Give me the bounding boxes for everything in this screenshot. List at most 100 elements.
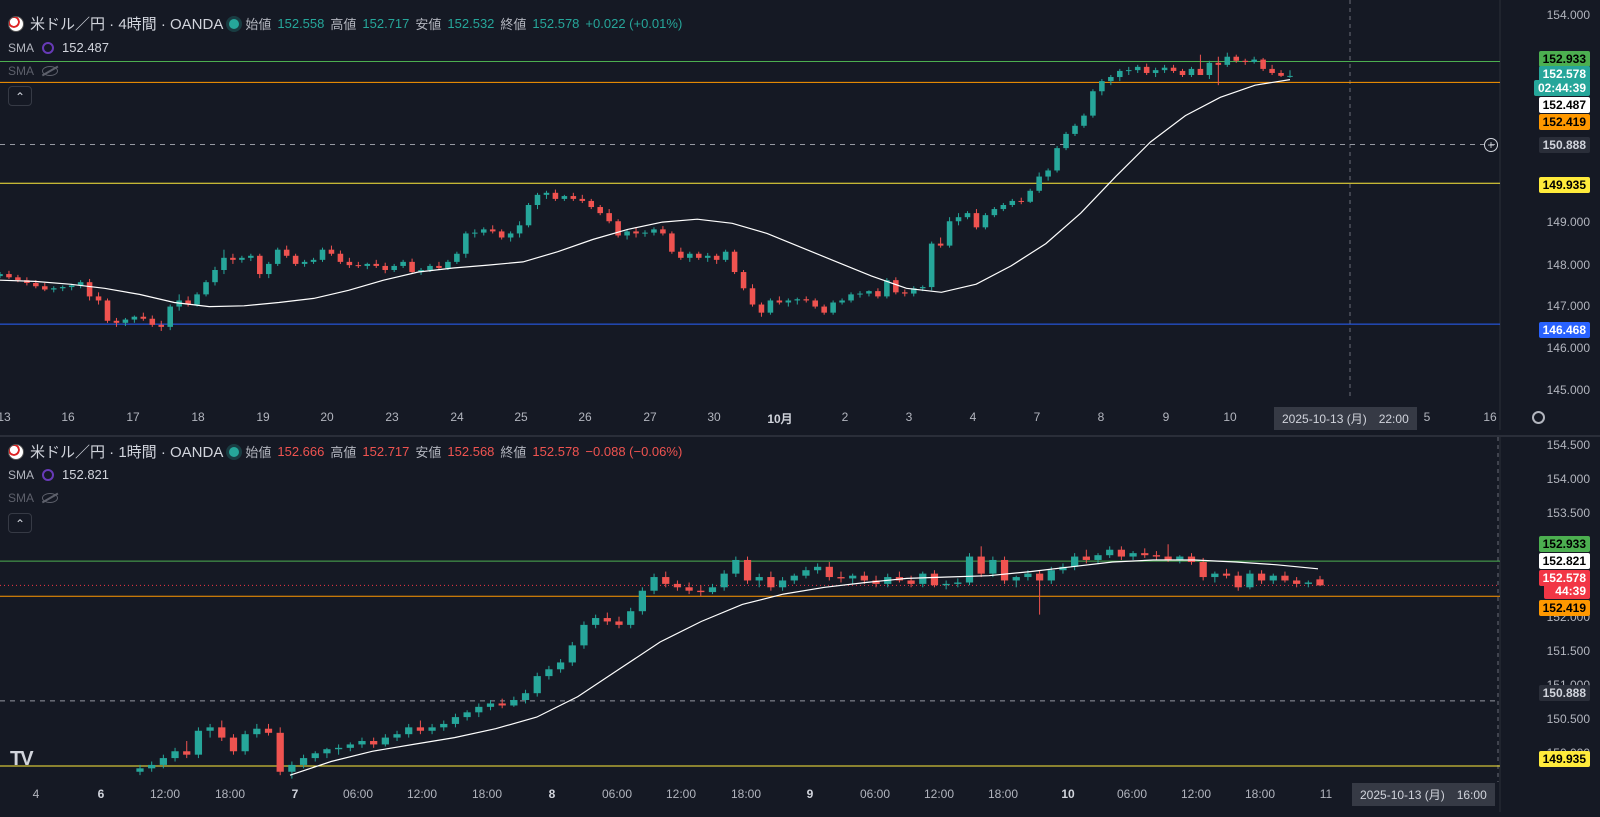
candle-body bbox=[743, 559, 752, 581]
candle-body bbox=[875, 291, 881, 297]
time-axis-label: 06:00 bbox=[1116, 787, 1148, 801]
tradingview-logo[interactable]: TV bbox=[10, 748, 34, 770]
symbol-legend-1h: 米ドル／円 · 1時間 · OANDA 始値 152.666 高値 152.717 … bbox=[8, 441, 682, 462]
chart-pane-1h[interactable]: 米ドル／円 · 1時間 · OANDA 始値 152.666 高値 152.717 … bbox=[0, 437, 1600, 817]
candle-body bbox=[651, 229, 657, 233]
candle-body bbox=[194, 730, 203, 755]
time-axis-label: 24 bbox=[450, 410, 464, 424]
candle-body bbox=[475, 706, 483, 713]
candle-body bbox=[561, 196, 568, 199]
chart-1h-canvas[interactable] bbox=[0, 437, 1600, 817]
candle-body bbox=[642, 232, 648, 234]
low-value: 152.568 bbox=[447, 444, 495, 459]
candle-body bbox=[1071, 556, 1079, 567]
symbol-title[interactable]: 米ドル／円 · 1時間 · OANDA bbox=[30, 444, 224, 461]
candle-body bbox=[669, 233, 675, 252]
candle-body bbox=[525, 205, 532, 226]
candle-body bbox=[1063, 133, 1069, 149]
candle-body bbox=[50, 288, 57, 290]
time-axis-label: 10月 bbox=[767, 412, 793, 426]
settings-gear-icon[interactable] bbox=[1532, 411, 1545, 424]
usdjpy-flag-icon bbox=[8, 443, 24, 460]
candle-body bbox=[486, 703, 495, 707]
candle-body bbox=[579, 198, 586, 201]
close-value: 152.578 bbox=[532, 444, 580, 459]
candle-body bbox=[194, 294, 200, 305]
candle-body bbox=[1099, 81, 1105, 92]
sma-hidden-indicator-legend[interactable]: SMA bbox=[8, 491, 59, 505]
candle-body bbox=[131, 316, 138, 320]
candle-body bbox=[1036, 176, 1042, 191]
chart-4h-canvas[interactable] bbox=[0, 0, 1600, 437]
candle-body bbox=[1211, 573, 1219, 578]
sma-indicator-legend[interactable]: SMA 152.487 bbox=[8, 40, 109, 55]
candle-body bbox=[977, 556, 985, 574]
price-axis-tick: 154.000 bbox=[1546, 8, 1590, 22]
candle-body bbox=[140, 316, 147, 319]
pane-divider[interactable] bbox=[0, 435, 1600, 438]
candle-body bbox=[534, 194, 541, 205]
price-axis-tick: 147.000 bbox=[1546, 299, 1590, 313]
candle-body bbox=[982, 215, 989, 228]
price-axis-label: 150.888 bbox=[1538, 685, 1590, 701]
candle-body bbox=[221, 257, 227, 270]
symbol-title[interactable]: 米ドル／円 · 4時間 · OANDA bbox=[30, 16, 224, 33]
candle-body bbox=[802, 570, 810, 576]
price-axis-label: 152.578 bbox=[1538, 66, 1590, 82]
candle-body bbox=[1054, 148, 1060, 171]
candle-body bbox=[973, 213, 980, 228]
candle-body bbox=[1206, 62, 1213, 75]
candle-body bbox=[239, 257, 245, 260]
candle-body bbox=[77, 282, 84, 286]
candle-body bbox=[311, 753, 319, 759]
candle-body bbox=[1281, 575, 1289, 581]
collapse-legend-button[interactable]: ⌃ bbox=[8, 86, 32, 106]
time-axis-label: 06:00 bbox=[859, 787, 891, 801]
candle-body bbox=[516, 225, 523, 234]
add-alert-plus-icon[interactable]: + bbox=[1484, 138, 1498, 152]
candle-body bbox=[1187, 556, 1196, 563]
price-axis-label: 152.419 bbox=[1538, 600, 1590, 616]
candle-body bbox=[825, 566, 833, 578]
candle-body bbox=[68, 285, 75, 288]
time-axis-label: 7 bbox=[1033, 410, 1041, 424]
open-key: 始値 bbox=[245, 17, 272, 32]
candle-body bbox=[740, 272, 747, 289]
candle-body bbox=[812, 300, 818, 307]
candle-body bbox=[265, 263, 272, 275]
eye-hidden-icon[interactable] bbox=[42, 66, 59, 76]
sma-hidden-indicator-legend[interactable]: SMA bbox=[8, 64, 59, 78]
candle-body bbox=[1170, 67, 1177, 71]
time-axis-label: 18:00 bbox=[471, 787, 503, 801]
candle-body bbox=[533, 676, 541, 694]
candle-body bbox=[767, 577, 775, 588]
candle-body bbox=[1233, 56, 1240, 61]
candle-body bbox=[86, 282, 93, 297]
time-axis-label: 18 bbox=[191, 410, 205, 424]
candle-body bbox=[1287, 75, 1293, 77]
symbol-legend-4h: 米ドル／円 · 4時間 · OANDA 始値 152.558 高値 152.717 … bbox=[8, 13, 682, 34]
candle-body bbox=[989, 559, 997, 574]
candle-body bbox=[848, 294, 854, 301]
sma-indicator-legend[interactable]: SMA 152.821 bbox=[8, 467, 109, 482]
candle-body bbox=[893, 280, 899, 293]
chart-pane-4h[interactable]: 米ドル／円 · 4時間 · OANDA 始値 152.558 高値 152.717 … bbox=[0, 0, 1600, 437]
candle-body bbox=[427, 265, 433, 270]
price-axis-label: 149.935 bbox=[1538, 177, 1590, 193]
time-axis-label: 5 bbox=[1423, 410, 1431, 424]
eye-hidden-icon[interactable] bbox=[42, 493, 59, 503]
candle-body bbox=[95, 296, 102, 301]
sma-value: 152.487 bbox=[62, 40, 110, 55]
candle-body bbox=[1035, 573, 1044, 581]
candle-body bbox=[758, 304, 765, 313]
candle-body bbox=[991, 209, 998, 216]
candle-body bbox=[1215, 62, 1222, 65]
candle-body bbox=[167, 306, 173, 327]
candle-body bbox=[965, 556, 974, 583]
candle-body bbox=[732, 559, 740, 574]
candle-body bbox=[1269, 575, 1277, 581]
candle-body bbox=[183, 751, 191, 755]
collapse-legend-button[interactable]: ⌃ bbox=[8, 513, 32, 533]
time-axis-label: 8 bbox=[548, 787, 556, 801]
time-axis-label: 16 bbox=[61, 410, 75, 424]
